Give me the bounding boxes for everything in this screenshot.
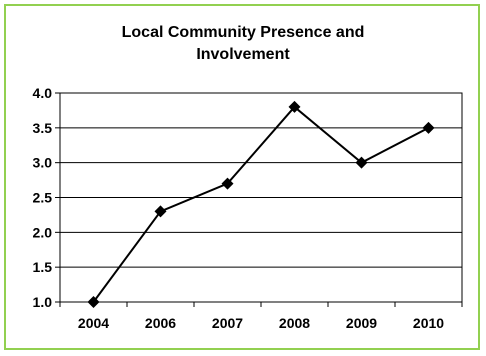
series-line-path bbox=[92, 105, 429, 303]
y-tick-label: 1.5 bbox=[33, 259, 53, 275]
chart-frame bbox=[4, 4, 480, 350]
series-line bbox=[87, 100, 435, 308]
y-tick-label: 4.0 bbox=[33, 85, 53, 101]
x-tick-label: 2009 bbox=[346, 315, 377, 331]
data-point-marker bbox=[87, 296, 100, 308]
gridlines bbox=[60, 127, 462, 268]
x-tick-label: 2008 bbox=[279, 315, 310, 331]
chart-title-line-1: Local Community Presence and bbox=[122, 24, 365, 41]
y-axis-ticks: 4.0 3.5 3.0 2.5 2.0 1.5 1.0 bbox=[33, 85, 60, 310]
x-tick-label: 2006 bbox=[145, 315, 176, 331]
y-tick-label: 3.5 bbox=[33, 120, 53, 136]
data-point-marker bbox=[355, 156, 368, 169]
x-tick-label: 2007 bbox=[212, 315, 243, 331]
y-tick-label: 2.0 bbox=[33, 224, 53, 240]
y-tick-label: 2.5 bbox=[33, 190, 53, 206]
y-tick-label: 3.0 bbox=[33, 155, 53, 171]
data-point-marker bbox=[221, 177, 234, 190]
chart-title-line-2: Involvement bbox=[196, 46, 290, 63]
x-tick-label: 2010 bbox=[413, 315, 444, 331]
data-point-marker bbox=[422, 121, 435, 134]
x-axis-ticks: 2004 2006 2007 2008 2009 2010 bbox=[59, 302, 463, 331]
data-point-marker bbox=[154, 205, 167, 218]
y-tick-label: 1.0 bbox=[33, 294, 53, 310]
x-tick-label: 2004 bbox=[78, 315, 109, 331]
data-point-marker bbox=[288, 100, 301, 113]
